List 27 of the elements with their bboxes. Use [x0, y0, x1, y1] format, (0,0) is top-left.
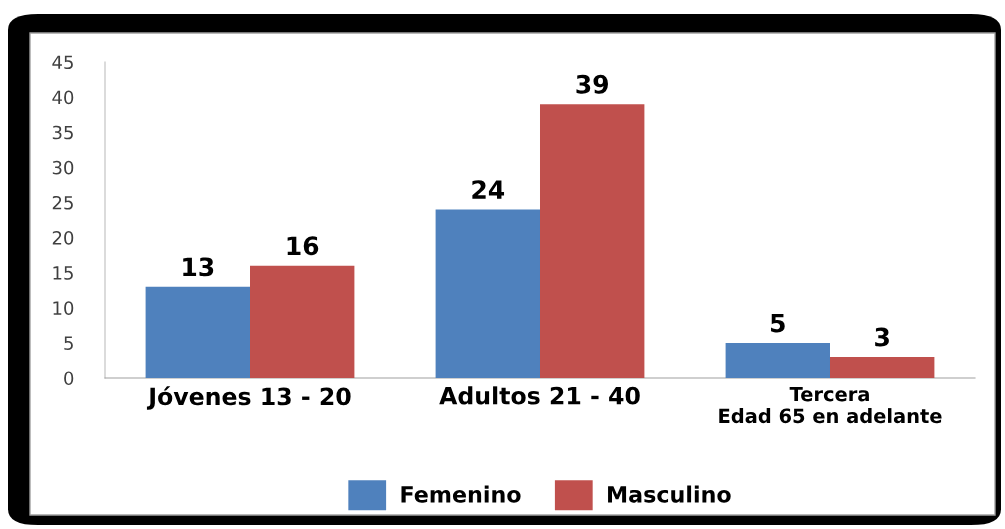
y-tick-label: 10 [53, 301, 74, 315]
legend-label: Masculino [608, 485, 731, 503]
y-tick-label: 20 [52, 231, 74, 245]
data-label: 5 [771, 313, 785, 333]
bar [540, 104, 645, 378]
y-tick-label: 0 [64, 371, 74, 386]
x-tick-label: Tercera Edad 65 en adelante [719, 386, 942, 424]
bar [145, 286, 250, 378]
x-tick-label: Adultos 21 - 40 [439, 386, 640, 405]
y-tick-label: 15 [53, 266, 73, 280]
legend-label: Femenino [401, 485, 521, 503]
y-tick-label: 40 [52, 90, 74, 105]
bar [250, 265, 355, 378]
data-label: 13 [183, 257, 214, 277]
data-label: 3 [875, 327, 889, 347]
y-tick-label: 5 [64, 336, 73, 351]
bar [830, 356, 935, 378]
y-tick-label: 25 [52, 195, 73, 210]
data-label: 39 [576, 74, 608, 94]
y-tick-label: 45 [52, 55, 73, 70]
data-label: 16 [287, 236, 319, 256]
bar [725, 342, 830, 378]
y-tick-label: 35 [52, 125, 73, 140]
y-tick-label: 30 [52, 160, 74, 175]
bar [435, 209, 540, 378]
x-tick-label: Jóvenes 13 - 20 [146, 386, 351, 410]
data-label: 24 [472, 180, 505, 199]
